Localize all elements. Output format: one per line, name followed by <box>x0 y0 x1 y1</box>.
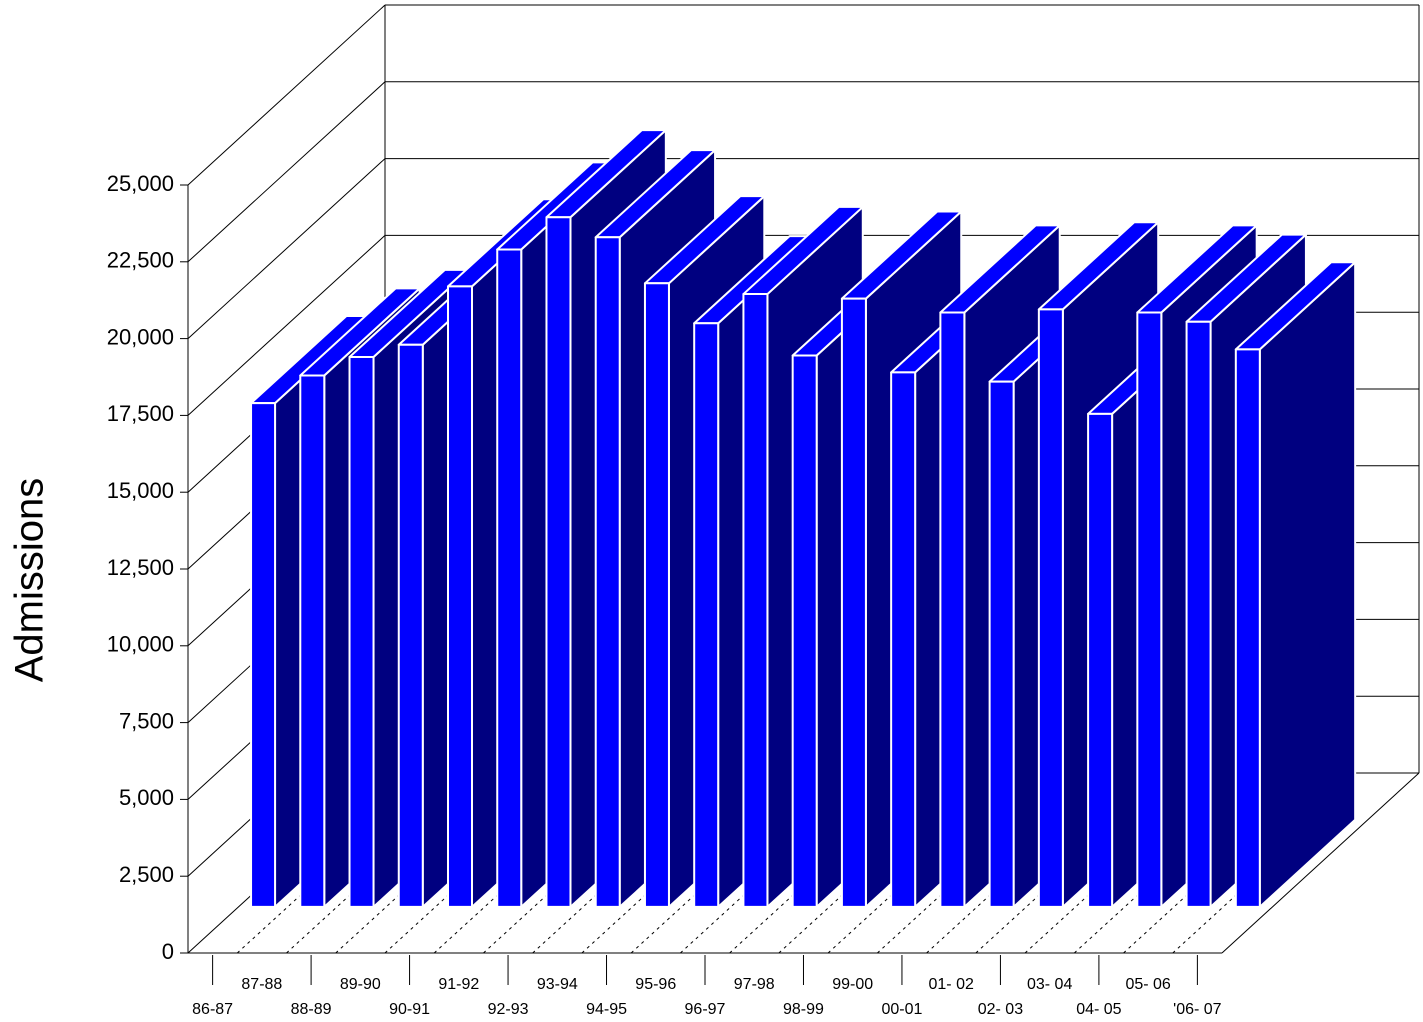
grid-line-side <box>187 81 386 263</box>
x-tick-label: 00-01 <box>881 1001 922 1018</box>
x-tick-label: 02- 03 <box>978 1001 1023 1018</box>
bar <box>791 354 818 908</box>
x-tick-label: 93-94 <box>537 976 578 993</box>
bar <box>447 285 474 908</box>
bar <box>496 248 523 908</box>
bar <box>250 402 277 908</box>
y-tick-label: 10,000 <box>107 632 174 657</box>
bar <box>988 380 1015 908</box>
x-tick-label: 90-91 <box>389 1001 430 1018</box>
bar <box>299 374 326 908</box>
x-tick-label: 86-87 <box>192 1001 233 1018</box>
y-tick-label: 22,500 <box>107 248 174 273</box>
x-tick-label: '06- 07 <box>1173 1001 1222 1018</box>
bar <box>594 236 621 908</box>
x-tick-label: 99-00 <box>832 976 873 993</box>
grid-line-side <box>187 158 386 339</box>
x-tick-label: 92-93 <box>488 1001 529 1018</box>
y-tick-label: 20,000 <box>107 324 174 349</box>
x-tick-label: 91-92 <box>438 976 479 993</box>
x-tick-label: 88-89 <box>291 1001 332 1018</box>
bar <box>1037 308 1064 908</box>
bar-side <box>1258 261 1357 908</box>
bar <box>643 282 670 908</box>
y-tick-label: 0 <box>162 939 174 964</box>
x-tick-label: 94-95 <box>586 1001 627 1018</box>
y-tick-label: 5,000 <box>119 785 174 810</box>
y-tick-label: 7,500 <box>119 708 174 733</box>
y-tick-label: 25,000 <box>107 171 174 196</box>
y-tick-label: 17,500 <box>107 401 174 426</box>
y-tick-label: 15,000 <box>107 478 174 503</box>
x-tick-label: 04- 05 <box>1076 1001 1121 1018</box>
bar <box>1234 348 1261 908</box>
x-tick-label: 95-96 <box>635 976 676 993</box>
x-tick-label: 87-88 <box>241 976 282 993</box>
floor-right <box>1221 772 1420 954</box>
bar <box>397 343 424 908</box>
bar <box>1185 320 1212 908</box>
x-tick-label: 05- 06 <box>1125 976 1170 993</box>
x-tick-label: 89-90 <box>340 976 381 993</box>
bar <box>545 216 572 908</box>
x-tick-label: 96-97 <box>685 1001 726 1018</box>
bar <box>742 293 769 908</box>
bar <box>1136 311 1163 908</box>
bar <box>840 297 867 908</box>
x-tick-label: 97-98 <box>734 976 775 993</box>
y-tick-label: 2,500 <box>119 862 174 887</box>
grid-line-side <box>187 235 386 416</box>
x-tick-label: 98-99 <box>783 1001 824 1018</box>
bar <box>939 311 966 908</box>
x-tick-label: 03- 04 <box>1027 976 1072 993</box>
bar <box>348 356 375 908</box>
bar <box>1087 412 1114 908</box>
bar <box>693 322 720 908</box>
y-tick-label: 12,500 <box>107 555 174 580</box>
bar <box>890 371 917 908</box>
x-tick-label: 01- 02 <box>929 976 974 993</box>
y-axis-label: Admissions <box>8 478 52 683</box>
grid-line-side <box>187 4 386 186</box>
